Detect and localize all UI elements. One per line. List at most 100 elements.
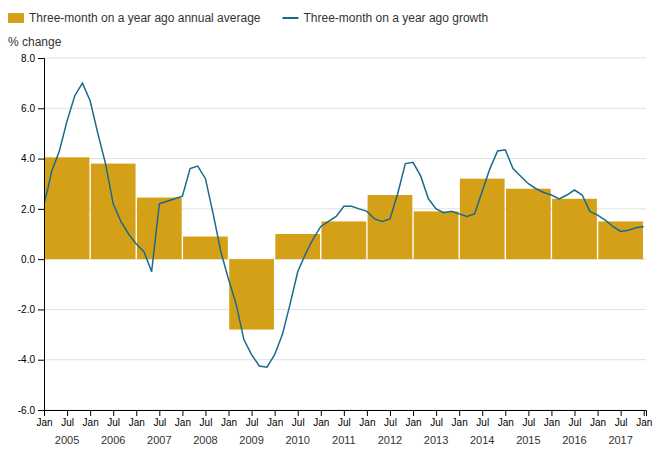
line — [44, 83, 644, 367]
tick-mark — [90, 410, 91, 416]
tick-mark — [275, 410, 276, 416]
x-tick: Jul — [569, 410, 582, 428]
tick-mark — [159, 410, 160, 416]
tick-mark — [367, 410, 368, 416]
x-tick: Jan — [267, 410, 283, 428]
tick-mark — [38, 360, 44, 361]
tick-mark — [390, 410, 391, 416]
x-tick: Jul — [615, 410, 628, 428]
tick-mark — [38, 159, 44, 160]
y-label: % change — [8, 35, 62, 49]
tick-mark — [38, 309, 44, 310]
y-tick: 6.0 — [21, 103, 44, 114]
tick-mark — [67, 410, 68, 416]
tick-label: -2.0 — [18, 304, 36, 315]
legend-item: Three-month on a year ago annual average — [8, 11, 261, 25]
tick-mark — [229, 410, 230, 416]
tick-label: Jul — [107, 417, 120, 428]
tick-label: Jul — [569, 417, 582, 428]
tick-label: Jul — [292, 417, 305, 428]
tick-label: Jul — [430, 417, 443, 428]
tick-mark — [551, 410, 552, 416]
tick-mark — [598, 410, 599, 416]
bar — [506, 189, 551, 259]
x-tick: Jul — [61, 410, 74, 428]
year-label: 2012 — [378, 434, 402, 446]
tick-label: Jan — [452, 417, 468, 428]
tick-label: Jul — [476, 417, 489, 428]
year-label: 2015 — [516, 434, 540, 446]
grid-line — [44, 108, 646, 109]
tick-label: Jan — [36, 417, 52, 428]
tick-label: 2.0 — [21, 204, 35, 215]
tick-label: Jan — [544, 417, 560, 428]
tick-mark — [413, 410, 414, 416]
tick-mark — [505, 410, 506, 416]
tick-label: Jul — [384, 417, 397, 428]
tick-label: Jan — [590, 417, 606, 428]
tick-label: Jan — [636, 417, 652, 428]
chart: Jan Jul Jan Jul Jan Jul Jan Jul Jan Jul Jan Jul Jan J… — [0, 0, 662, 462]
tick-mark — [182, 410, 183, 416]
tick-mark — [205, 410, 206, 416]
year-label: 2016 — [562, 434, 586, 446]
x-tick: Jan — [129, 410, 145, 428]
tick-mark — [113, 410, 114, 416]
x-tick: Jul — [338, 410, 351, 428]
bar — [321, 221, 366, 259]
tick-label: 8.0 — [21, 53, 35, 64]
tick-mark — [344, 410, 345, 416]
tick-label: Jan — [267, 417, 283, 428]
y-tick: 4.0 — [21, 153, 44, 164]
tick-mark — [38, 410, 44, 411]
tick-mark — [136, 410, 137, 416]
bar — [183, 237, 228, 260]
tick-mark — [644, 410, 645, 416]
legend-label: Three-month on a year ago annual average — [29, 11, 261, 25]
x-tick: Jan — [221, 410, 237, 428]
tick-mark — [38, 108, 44, 109]
x-tick: Jul — [107, 410, 120, 428]
bar — [91, 164, 136, 260]
marks — [44, 83, 644, 367]
year-label: 2017 — [608, 434, 632, 446]
x-tick: Jan — [313, 410, 329, 428]
tick-label: Jul — [246, 417, 259, 428]
tick-mark — [321, 410, 322, 416]
tick-label: Jan — [175, 417, 191, 428]
tick-mark — [38, 209, 44, 210]
x-tick: Jan — [590, 410, 606, 428]
tick-label: Jan — [221, 417, 237, 428]
tick-mark — [574, 410, 575, 416]
y-tick: 0.0 — [21, 254, 44, 265]
year-label: 2008 — [193, 434, 217, 446]
x-tick: Jan — [636, 410, 652, 428]
x-tick: Jul — [476, 410, 489, 428]
x-tick: Jan — [405, 410, 421, 428]
legend-swatch — [8, 13, 24, 23]
tick-label: Jul — [61, 417, 74, 428]
tick-mark — [528, 410, 529, 416]
tick-label: Jul — [522, 417, 535, 428]
tick-label: Jan — [498, 417, 514, 428]
x-tick: Jan — [83, 410, 99, 428]
tick-label: Jul — [615, 417, 628, 428]
tick-mark — [621, 410, 622, 416]
y-tick: -4.0 — [18, 354, 44, 365]
bar — [229, 259, 274, 329]
x-tick: Jul — [384, 410, 397, 428]
tick-label: Jan — [313, 417, 329, 428]
y-tick: -6.0 — [18, 405, 44, 416]
tick-label: 6.0 — [21, 103, 35, 114]
x-tick: Jul — [522, 410, 535, 428]
bar — [368, 195, 413, 259]
tick-label: Jul — [200, 417, 213, 428]
tick-label: Jan — [83, 417, 99, 428]
tick-mark — [252, 410, 253, 416]
axis-line — [45, 411, 647, 417]
x-tick: Jul — [246, 410, 259, 428]
tick-label: Jan — [405, 417, 421, 428]
x-tick: Jan — [544, 410, 560, 428]
y-tick: -2.0 — [18, 304, 44, 315]
bar — [552, 199, 597, 259]
